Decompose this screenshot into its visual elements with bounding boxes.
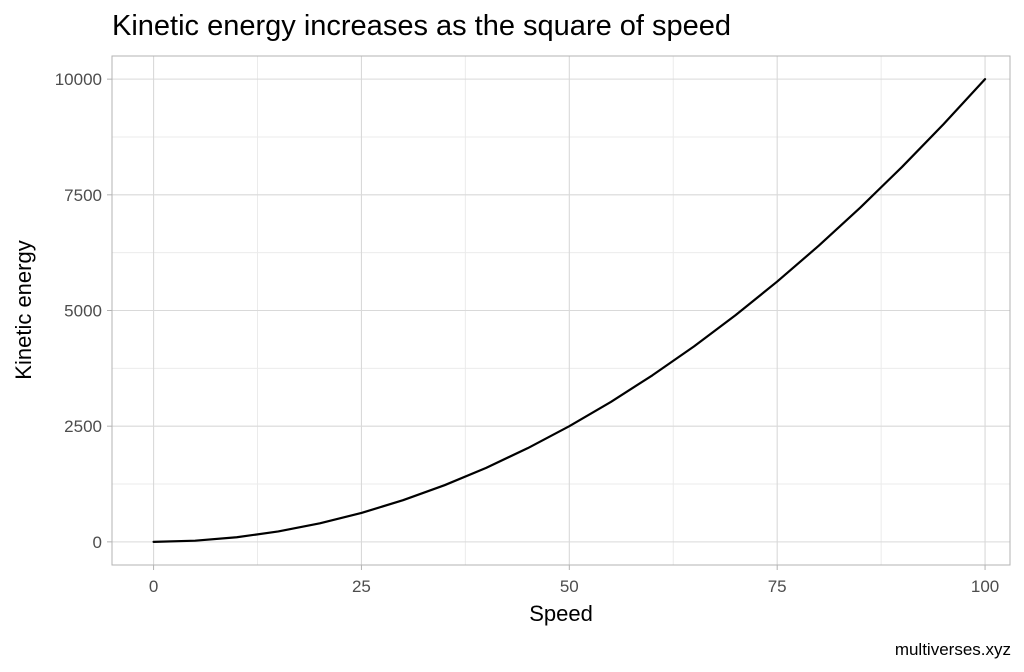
- y-tick-label: 10000: [55, 70, 102, 89]
- chart-title: Kinetic energy increases as the square o…: [112, 10, 731, 42]
- y-tick-label: 0: [93, 533, 102, 552]
- axis-ticks: 0 25 50 75 100 0 2500 5000 7500 10000: [55, 70, 1000, 596]
- y-axis-title: Kinetic energy: [11, 240, 36, 379]
- x-tick-label: 50: [560, 577, 579, 596]
- series-layer: [152, 78, 987, 543]
- x-tick-label: 0: [149, 577, 158, 596]
- plot-panel-border: [111, 55, 1011, 566]
- x-tick-label: 25: [352, 577, 371, 596]
- grid: [112, 56, 1010, 565]
- x-tick-label: 100: [971, 577, 999, 596]
- caption: multiverses.xyz: [895, 640, 1011, 659]
- y-tick-label: 7500: [64, 186, 102, 205]
- y-tick-label: 5000: [64, 302, 102, 321]
- x-axis-title: Speed: [529, 601, 593, 626]
- y-tick-label: 2500: [64, 417, 102, 436]
- series-line: [152, 78, 987, 543]
- x-tick-label: 75: [768, 577, 787, 596]
